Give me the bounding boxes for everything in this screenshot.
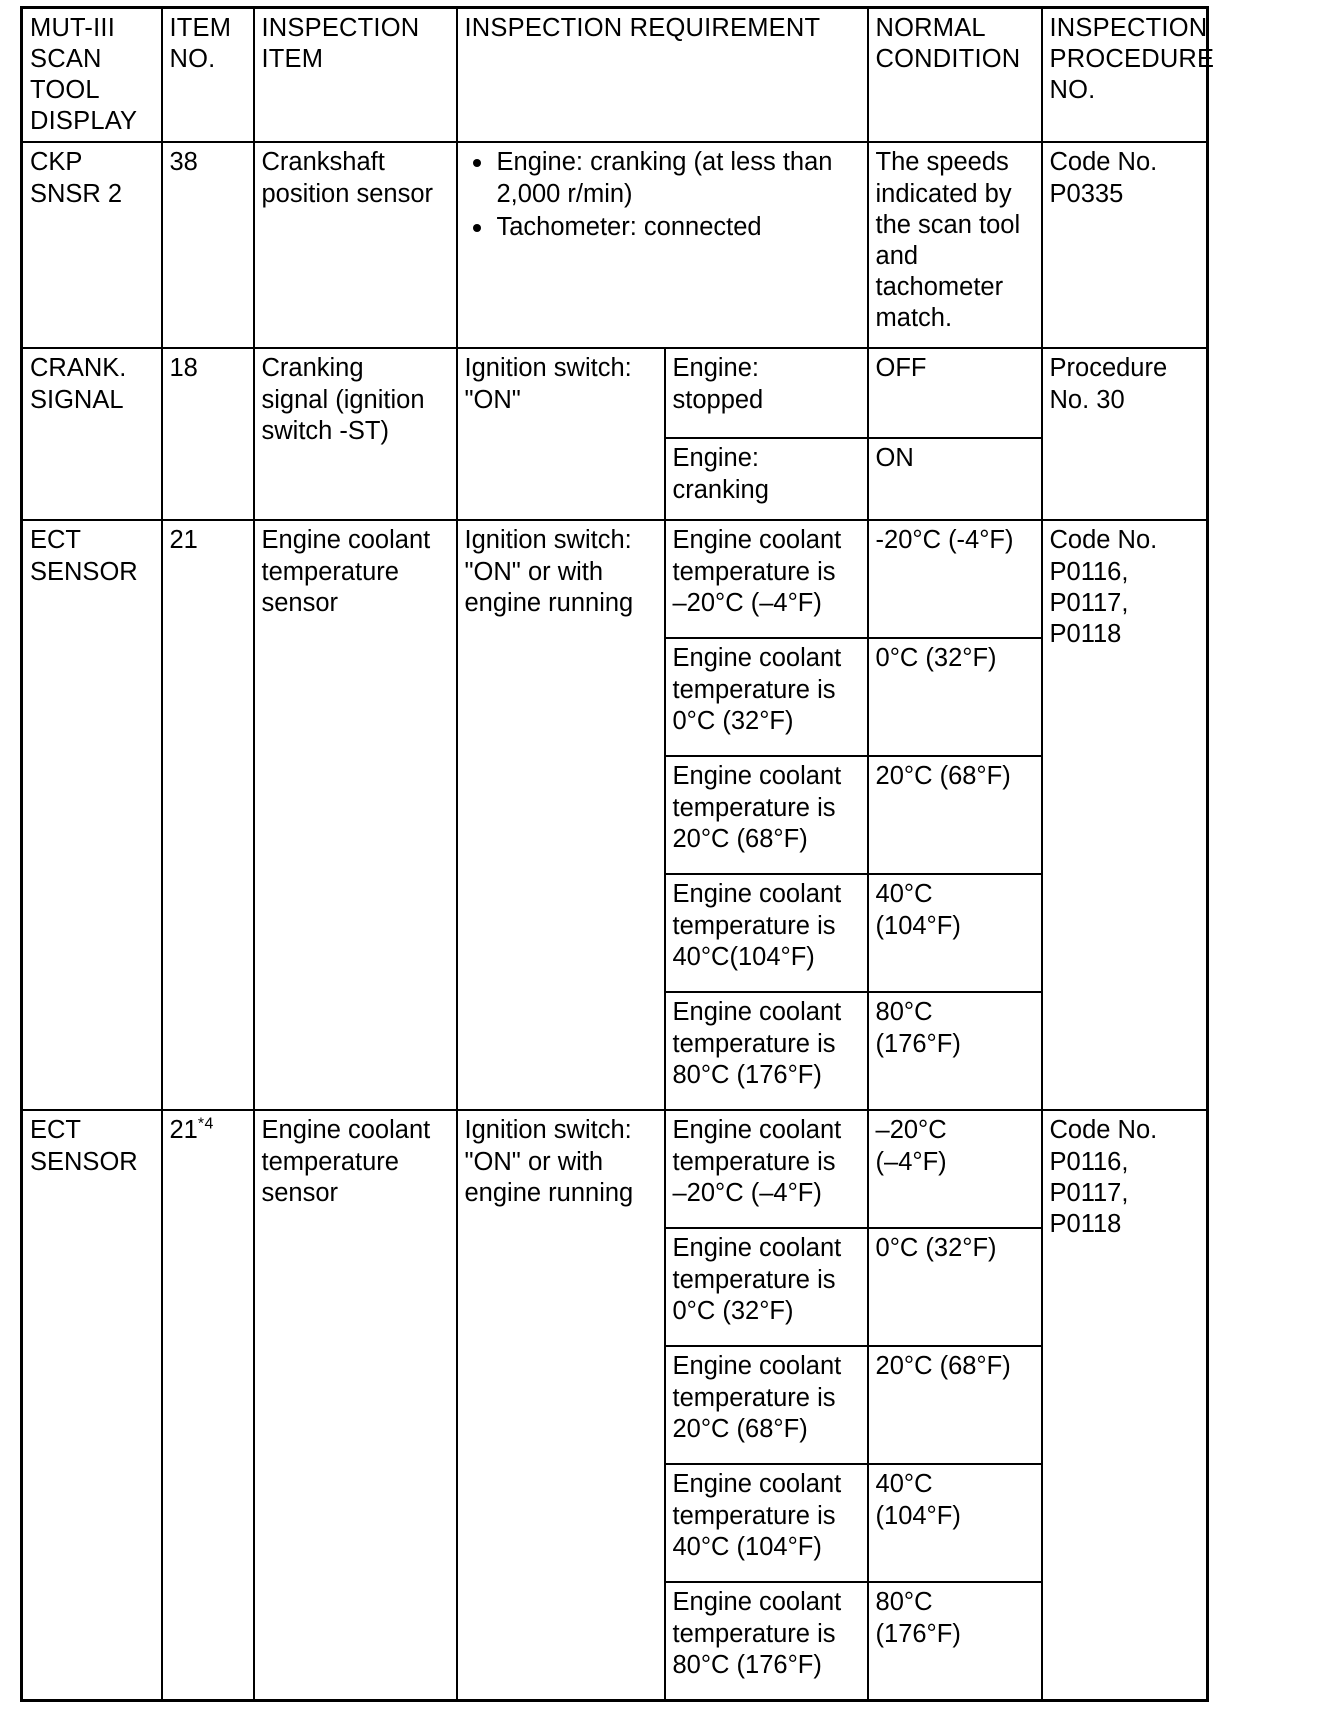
header-inspection-item: INSPECTION ITEM [252, 6, 458, 144]
cell-normal-condition: ON [866, 437, 1043, 522]
header-inspection-requirement: INSPECTION REQUIREMENT [455, 6, 869, 144]
cell-item-no: 21*4 [160, 1109, 255, 1702]
table-row: Engine coolant temperature is 20°C (68°F… [22, 1345, 1208, 1466]
list-item: Engine: cranking (at less than 2,000 r/m… [465, 147, 861, 209]
table-row: ECT SENSOR 21 Engine coolant temperature… [20, 519, 1209, 1112]
cell-inspection-requirement-sub: Engine: cranking [663, 437, 869, 522]
cell-normal-condition: 40°C (104°F) [866, 873, 1043, 994]
cell-inspection-requirement-sub: Engine coolant temperature is 40°C(104°F… [663, 873, 869, 994]
cell-normal-condition: 40°C (104°F) [866, 1463, 1043, 1584]
cell-inspection-requirement-sub: Engine coolant temperature is 20°C (68°F… [663, 1345, 869, 1466]
item-no-value: 21 [169, 1116, 198, 1145]
cell-inspection-item: Crankshaft position sensor [252, 141, 458, 350]
table-row: Engine coolant temperature is 80°C (176°… [22, 1581, 1208, 1702]
cell-normal-condition: 80°C (176°F) [866, 1581, 1043, 1702]
header-normal-condition: NORMAL CONDITION [866, 6, 1043, 144]
cell-inspection-requirement-main: Ignition switch: "ON" or with engine run… [455, 519, 666, 1112]
table-row: CRANK. SIGNAL 18 Cranking signal (igniti… [20, 347, 1209, 522]
cell-normal-condition: 20°C (68°F) [866, 1345, 1043, 1466]
cell-procedure-no: Code No. P0116, P0117, P0118 [1040, 519, 1209, 1112]
cell-normal-condition: –20°C (–4°F) [866, 1109, 1043, 1230]
cell-scan-tool-display: CRANK. SIGNAL [20, 347, 163, 522]
cell-item-no: 21 [160, 519, 255, 1112]
bullet-dot-icon [472, 223, 481, 232]
cell-normal-condition: The speeds indicated by the scan tool an… [866, 141, 1043, 350]
header-item-no: ITEM NO. [160, 6, 255, 144]
cell-inspection-requirement-sub: Engine coolant temperature is –20°C (–4°… [663, 1109, 869, 1230]
cell-inspection-requirement-sub: Engine coolant temperature is 20°C (68°F… [663, 755, 869, 876]
table-row: ECT SENSOR 21*4 Engine coolant temperatu… [20, 1109, 1209, 1702]
bullet-dot-icon [472, 159, 481, 168]
table-row: Engine coolant temperature is 0°C (32°F)… [22, 1227, 1208, 1348]
cell-normal-condition: 20°C (68°F) [866, 755, 1043, 876]
cell-normal-condition: 0°C (32°F) [866, 637, 1043, 758]
cell-scan-tool-display: CKP SNSR 2 [20, 141, 163, 350]
cell-scan-tool-display: ECT SENSOR [20, 519, 163, 1112]
cell-inspection-requirement-main: Ignition switch: "ON" [455, 347, 666, 522]
cell-normal-condition: -20°C (-4°F) [866, 519, 1043, 640]
table-row: Engine coolant temperature is 40°C (104°… [22, 1463, 1208, 1584]
cell-item-no: 18 [160, 347, 255, 522]
cell-normal-condition: 0°C (32°F) [866, 1227, 1043, 1348]
cell-item-no: 38 [160, 141, 255, 350]
table-row: Engine coolant temperature is 0°C (32°F)… [22, 637, 1208, 758]
item-no-footnote-marker: *4 [197, 1115, 214, 1133]
table-row: Engine: cranking ON [22, 437, 1208, 522]
cell-inspection-requirement-sub: Engine coolant temperature is 40°C (104°… [663, 1463, 869, 1584]
cell-inspection-requirement-sub: Engine coolant temperature is 0°C (32°F) [663, 1227, 869, 1348]
cell-normal-condition: OFF [866, 347, 1043, 440]
list-item: Tachometer: connected [465, 212, 861, 243]
cell-procedure-no: Procedure No. 30 [1040, 347, 1209, 522]
requirement-bullet-list: Engine: cranking (at less than 2,000 r/m… [465, 147, 861, 242]
cell-inspection-item: Engine coolant temperature sensor [252, 1109, 458, 1702]
table-header-row: MUT-III SCAN TOOL DISPLAY ITEM NO. INSPE… [20, 6, 1214, 144]
cell-inspection-requirement-sub: Engine: stopped [663, 347, 869, 440]
cell-inspection-item: Cranking signal (ignition switch -ST) [252, 347, 458, 522]
cell-inspection-requirement-main: Ignition switch: "ON" or with engine run… [455, 1109, 666, 1702]
header-scan-tool-display: MUT-III SCAN TOOL DISPLAY [20, 6, 163, 144]
cell-normal-condition: 80°C (176°F) [866, 991, 1043, 1112]
cell-procedure-no: Code No. P0335 [1040, 141, 1209, 350]
cell-inspection-requirement-sub: Engine coolant temperature is 80°C (176°… [663, 1581, 869, 1702]
cell-inspection-requirement-sub: Engine coolant temperature is 0°C (32°F) [663, 637, 869, 758]
cell-inspection-requirement: Engine: cranking (at less than 2,000 r/m… [455, 141, 869, 350]
cell-inspection-requirement-sub: Engine coolant temperature is 80°C (176°… [663, 991, 869, 1112]
table-row: Engine coolant temperature is 20°C (68°F… [22, 755, 1208, 876]
bullet-text: Tachometer: connected [496, 212, 762, 241]
cell-inspection-item: Engine coolant temperature sensor [252, 519, 458, 1112]
inspection-specification-table: MUT-III SCAN TOOL DISPLAY ITEM NO. INSPE… [20, 6, 1214, 1703]
table-row: Engine coolant temperature is 40°C(104°F… [22, 873, 1208, 994]
cell-procedure-no: Code No. P0116, P0117, P0118 [1040, 1109, 1209, 1702]
bullet-text: Engine: cranking (at less than 2,000 r/m… [496, 148, 833, 208]
cell-scan-tool-display: ECT SENSOR [20, 1109, 163, 1702]
table-row: CKP SNSR 2 38 Crankshaft position sensor… [20, 141, 1209, 350]
cell-inspection-requirement-sub: Engine coolant temperature is –20°C (–4°… [663, 519, 869, 640]
header-inspection-procedure-no: INSPECTION PROCEDURE NO. [1040, 6, 1214, 144]
table-row: Engine coolant temperature is 80°C (176°… [22, 991, 1208, 1112]
